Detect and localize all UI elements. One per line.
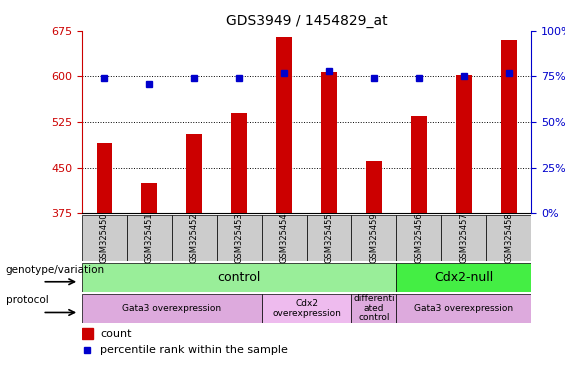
Bar [351,294,397,323]
Bar [82,215,127,261]
Bar [217,215,262,261]
Bar [262,215,307,261]
Bar [82,263,396,292]
Bar [456,75,472,213]
Text: GSM325450: GSM325450 [100,213,109,263]
Bar [141,183,157,213]
Bar [501,40,516,213]
Text: GSM325459: GSM325459 [370,213,379,263]
Text: genotype/variation: genotype/variation [6,265,105,275]
Text: GSM325453: GSM325453 [234,213,244,263]
Bar [127,215,172,261]
Text: Cdx2
overexpression: Cdx2 overexpression [272,299,341,318]
Text: GSM325454: GSM325454 [280,213,289,263]
Bar [411,116,427,213]
Text: GSM325458: GSM325458 [504,213,513,263]
Text: Gata3 overexpression: Gata3 overexpression [414,304,513,313]
Text: differenti
ated
control: differenti ated control [353,294,395,322]
Bar [172,215,217,261]
Bar [351,215,397,261]
Bar [82,294,262,323]
Title: GDS3949 / 1454829_at: GDS3949 / 1454829_at [225,14,388,28]
Bar [396,215,441,261]
Bar [307,215,351,261]
Text: percentile rank within the sample: percentile rank within the sample [100,345,288,355]
Bar [231,113,247,213]
Text: control: control [218,271,261,284]
Text: count: count [100,329,132,339]
Text: protocol: protocol [6,295,49,306]
Text: GSM325456: GSM325456 [414,213,423,263]
Bar [321,72,337,213]
Bar [441,215,486,261]
Bar [486,215,531,261]
Text: GSM325451: GSM325451 [145,213,154,263]
Bar [366,161,382,213]
Text: Gata3 overexpression: Gata3 overexpression [122,304,221,313]
Bar [186,134,202,213]
Bar [82,328,93,339]
Bar [396,263,531,292]
Text: GSM325452: GSM325452 [190,213,199,263]
Text: GSM325455: GSM325455 [324,213,333,263]
Bar [97,143,112,213]
Text: Cdx2-null: Cdx2-null [434,271,493,284]
Text: GSM325457: GSM325457 [459,213,468,263]
Bar [262,294,351,323]
Bar [276,37,292,213]
Bar [396,294,531,323]
